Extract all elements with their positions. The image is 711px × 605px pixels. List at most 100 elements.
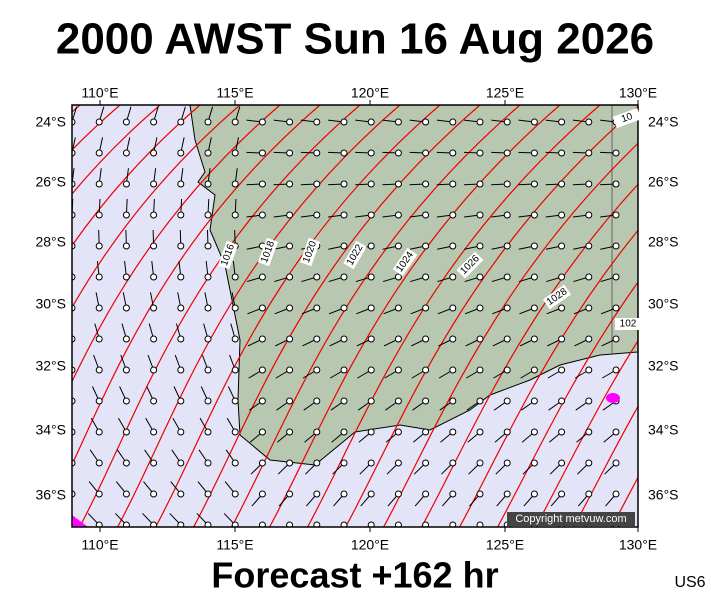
station: [422, 521, 430, 527]
station: [394, 242, 402, 250]
station: [122, 397, 130, 405]
station: [95, 211, 103, 219]
station: [150, 242, 158, 250]
station: [449, 211, 457, 219]
station: [258, 118, 266, 126]
lon-label: 115°E: [216, 537, 253, 553]
station: [585, 118, 593, 126]
station: [258, 304, 266, 312]
isobar-label-group: 10: [612, 107, 642, 129]
station: [422, 459, 430, 467]
station: [449, 490, 457, 498]
station: [177, 366, 185, 374]
station: [231, 273, 239, 281]
station: [122, 118, 130, 126]
station: [585, 459, 593, 467]
station: [258, 397, 266, 405]
station: [204, 428, 212, 436]
station: [313, 335, 321, 343]
station: [476, 490, 484, 498]
isobar-label: 10: [620, 111, 635, 125]
station: [286, 521, 294, 527]
station: [367, 521, 375, 527]
lat-label: 36°S: [648, 487, 679, 503]
station: [258, 366, 266, 374]
station: [449, 118, 457, 126]
station: [313, 428, 321, 436]
station: [95, 149, 103, 157]
station: [231, 149, 239, 157]
station: [122, 459, 130, 467]
lon-label: 125°E: [486, 85, 524, 101]
station: [394, 273, 402, 281]
isobar-label-bg: [612, 107, 642, 129]
station: [340, 304, 348, 312]
station: [530, 428, 538, 436]
station: [449, 366, 457, 374]
lat-label: 34°S: [648, 422, 679, 438]
station: [449, 180, 457, 188]
station: [340, 521, 348, 527]
station: [530, 366, 538, 374]
station: [150, 211, 158, 219]
station: [95, 459, 103, 467]
station: [585, 273, 593, 281]
station: [476, 273, 484, 281]
station: [286, 490, 294, 498]
station: [367, 490, 375, 498]
station: [585, 335, 593, 343]
isobar: [306, 105, 601, 527]
title: 2000 AWST Sun 16 Aug 2026: [56, 15, 654, 64]
station: [258, 211, 266, 219]
station: [286, 180, 294, 188]
station: [503, 490, 511, 498]
station: [340, 335, 348, 343]
lon-label: 110°E: [81, 85, 118, 101]
station: [530, 397, 538, 405]
station: [177, 242, 185, 250]
station: [95, 273, 103, 281]
station: [503, 459, 511, 467]
station: [204, 273, 212, 281]
station: [95, 242, 103, 250]
station: [367, 118, 375, 126]
isobar: [72, 105, 161, 195]
station: [394, 490, 402, 498]
lon-label: 125°E: [486, 537, 524, 553]
lat-label: 34°S: [35, 422, 66, 438]
isobar: [268, 105, 561, 527]
station: [530, 304, 538, 312]
station: [558, 149, 566, 157]
station: [612, 149, 620, 157]
station: [449, 459, 457, 467]
station: [286, 304, 294, 312]
station: [612, 459, 620, 467]
station: [558, 397, 566, 405]
station: [558, 273, 566, 281]
station: [503, 366, 511, 374]
station: [585, 397, 593, 405]
isobar: [496, 281, 638, 527]
station: [558, 490, 566, 498]
station: [476, 428, 484, 436]
isobar-label-bg: [392, 247, 418, 277]
station: [177, 149, 185, 157]
station: [177, 273, 185, 281]
station: [231, 335, 239, 343]
station: [612, 335, 620, 343]
station: [150, 490, 158, 498]
station: [530, 118, 538, 126]
station: [367, 428, 375, 436]
station: [340, 490, 348, 498]
station: [122, 366, 130, 374]
station: [558, 304, 566, 312]
station: [530, 211, 538, 219]
station: [394, 459, 402, 467]
station: [95, 180, 103, 188]
station: [231, 180, 239, 188]
model-code: US6: [674, 574, 705, 591]
station: [585, 490, 593, 498]
station: [612, 180, 620, 188]
station: [503, 118, 511, 126]
station: [558, 459, 566, 467]
